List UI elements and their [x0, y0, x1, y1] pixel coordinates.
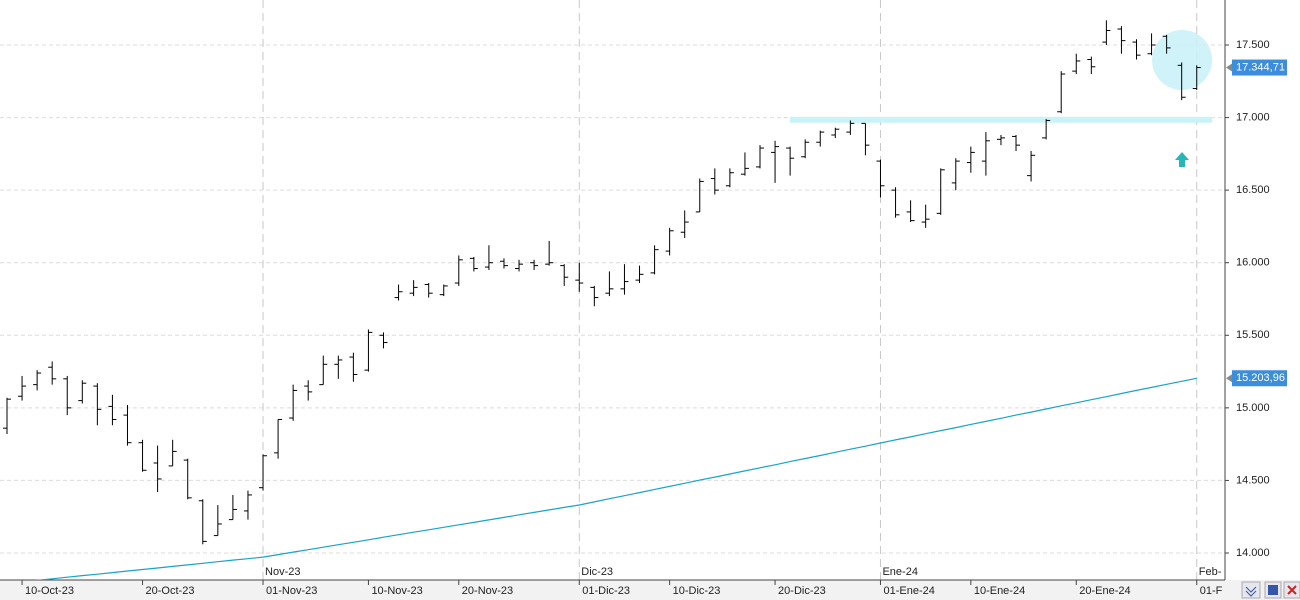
x-tick-label: 01-Nov-23 [266, 585, 317, 597]
y-tick-label: 17.500 [1236, 39, 1270, 51]
y-tick-label: 14.000 [1236, 547, 1270, 559]
price-label-box [1232, 370, 1287, 387]
toolbar [1241, 581, 1300, 599]
month-label: Feb- [1199, 566, 1222, 578]
price-label-pointer [1226, 63, 1232, 72]
x-tick-label: 20-Ene-24 [1079, 585, 1130, 597]
x-tick-label: 10-Oct-23 [25, 585, 74, 597]
x-tick-label: 10-Ene-24 [974, 585, 1025, 597]
y-tick-label: 15.500 [1236, 329, 1270, 341]
x-tick-label: 01-Ene-24 [883, 585, 934, 597]
x-tick-label: 10-Dic-23 [673, 585, 721, 597]
collapse-button[interactable] [1241, 581, 1261, 599]
save-icon [1268, 585, 1278, 595]
marks [3, 20, 1212, 580]
y-tick-label: 15.000 [1236, 402, 1270, 414]
price-label-box [1232, 59, 1287, 76]
moving-average [35, 377, 1197, 580]
price-label: 17.344,71 [1236, 61, 1285, 73]
y-tick-label: 16.000 [1236, 257, 1270, 269]
x-tick-label: 20-Nov-23 [462, 585, 513, 597]
month-label: Dic-23 [581, 566, 613, 578]
x-tick-label: 10-Nov-23 [371, 585, 422, 597]
y-tick-label: 17.000 [1236, 111, 1270, 123]
price-label: 15.203,96 [1236, 372, 1285, 384]
collapse-icon [1245, 586, 1257, 597]
y-tick-label: 16.500 [1236, 184, 1270, 196]
grid [0, 0, 1225, 580]
price-label-pointer [1226, 374, 1232, 383]
up-arrow [1175, 152, 1189, 167]
x-axis-band [0, 580, 1300, 600]
y-tick-label: 14.500 [1236, 474, 1270, 486]
x-tick-label: 01-Dic-23 [582, 585, 630, 597]
x-tick-label: 20-Dic-23 [778, 585, 826, 597]
close-icon [1287, 585, 1297, 595]
x-tick-label: 20-Oct-23 [146, 585, 195, 597]
x-tick-label: 01-F [1200, 585, 1223, 597]
month-label: Ene-24 [882, 566, 917, 578]
month-label: Nov-23 [265, 566, 300, 578]
